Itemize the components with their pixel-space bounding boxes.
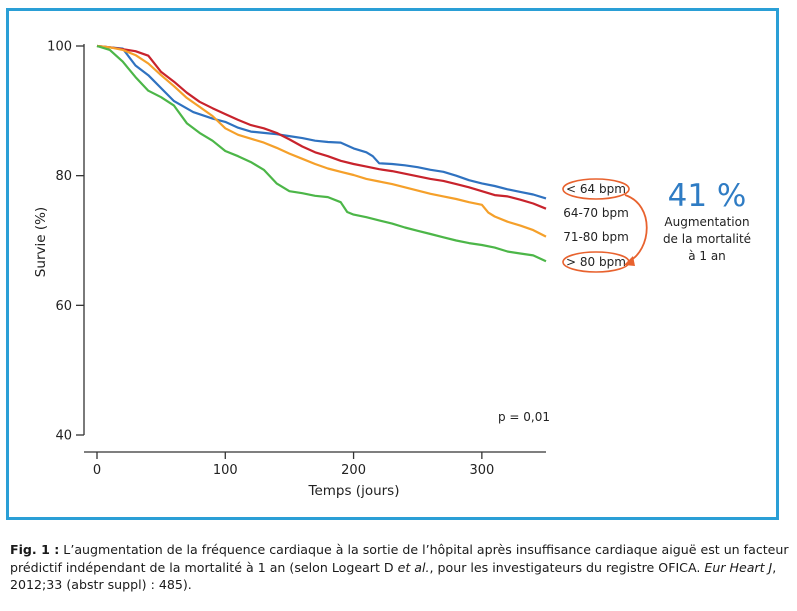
survival-chart: 40 60 80 100 0 100 200 300 < 64 bpm 64-70 bpm 71-… [33,40,751,500]
series-label-4: > 80 bpm [566,255,626,269]
x-tick-label-0: 0 [93,463,101,478]
series-label-2: 64-70 bpm [563,206,629,220]
figure-caption: Fig. 1 : L’augmentation de la fréquence … [10,541,790,594]
y-tick-label-60: 60 [55,299,72,314]
caption-journal: Eur Heart J [704,559,773,575]
y-axis-label: Survie (%) [33,207,49,277]
series-line-4 [96,44,547,263]
series-line-1 [96,44,547,200]
annotation-line-1: Augmentation [664,215,749,229]
series-line-2 [96,44,547,210]
y-tick-label-100: 100 [47,40,72,55]
figure-frame [6,8,779,520]
p-value-annotation: p = 0,01 [498,410,550,424]
caption-text-3: , 2012;33 (abstr suppl) : 485). [10,559,777,593]
caption-text-2: , pour les investigateurs du registre OF… [429,559,705,575]
arrow-icon [624,194,648,263]
mortality-increase-percent: 41 % [668,178,747,214]
caption-et-al: et al. [397,559,430,575]
y-tick-label-40: 40 [55,429,72,444]
x-tick-label-200: 200 [341,463,366,478]
arrowhead-icon [624,256,635,266]
x-tick-label-100: 100 [213,463,238,478]
annotation-line-2: de la mortalité [663,232,751,246]
series-label-3: 71-80 bpm [563,230,629,244]
caption-figure-number: Fig. 1 : [10,542,60,557]
x-axis-label: Temps (jours) [308,483,400,499]
series-label-circle-1 [562,178,630,200]
series-lines [96,44,547,263]
series-line-3 [96,44,547,238]
series-label-1: < 64 bpm [566,182,626,196]
series-labels: < 64 bpm 64-70 bpm 71-80 bpm > 80 bpm [562,178,630,273]
axes: 40 60 80 100 0 100 200 300 [47,40,546,478]
x-tick-label-300: 300 [469,463,494,478]
annotation-line-3: à 1 an [688,249,726,263]
y-tick-label-80: 80 [55,169,72,184]
caption-text-1: L’augmentation de la fréquence cardiaque… [10,542,789,575]
